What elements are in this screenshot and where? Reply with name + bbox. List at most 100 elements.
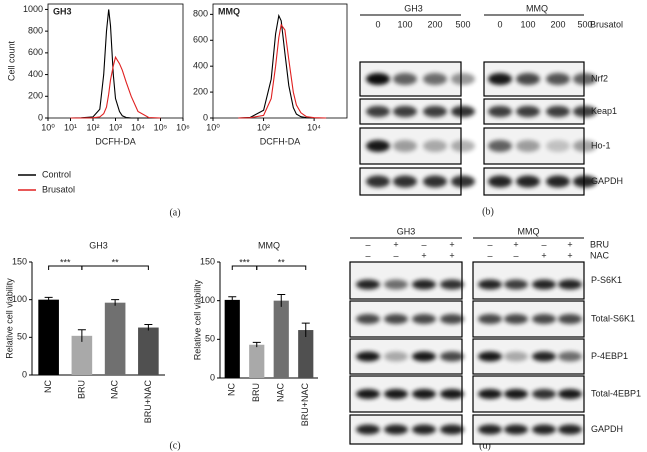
y-tick-label: 100 — [12, 294, 27, 304]
blot-band — [546, 140, 570, 152]
blot-band — [558, 389, 582, 399]
bar — [138, 327, 159, 375]
legend-label: Brusatol — [42, 184, 75, 194]
y-tick-label: 150 — [200, 256, 215, 266]
dose-label: 500 — [455, 19, 470, 29]
blot-band — [451, 73, 475, 85]
y-tick-label: 50 — [205, 334, 215, 344]
blot-band — [451, 105, 475, 118]
treatment-label: NAC — [590, 250, 610, 260]
dose-label: 0 — [375, 19, 380, 29]
x-tick-label: BRU — [251, 383, 261, 402]
x-axis-label: DCFH-DA — [95, 136, 136, 146]
blot-band — [573, 140, 597, 152]
treatment-sign: + — [567, 239, 572, 249]
error-bar — [77, 329, 86, 342]
y-tick-label: 100 — [200, 295, 215, 305]
blot-band — [516, 175, 540, 188]
significance-bracket — [256, 265, 307, 270]
treatment-sign: – — [421, 239, 426, 249]
blot-band — [532, 314, 556, 324]
blot-band — [558, 314, 582, 324]
histogram-line — [238, 23, 327, 119]
blot-band — [366, 73, 390, 85]
y-tick-label: 800 — [193, 9, 208, 19]
blot-band — [366, 140, 390, 152]
blot-band — [393, 105, 417, 118]
blot-band — [478, 351, 502, 362]
blot-band — [393, 73, 417, 85]
row-label: Nrf2 — [591, 73, 608, 83]
blot-band — [516, 73, 540, 85]
y-tick-label: 800 — [28, 26, 43, 36]
blot-band — [504, 279, 528, 290]
blot-band — [423, 175, 447, 188]
blot-band — [546, 105, 570, 118]
blot-band — [532, 351, 556, 362]
y-tick-label: 400 — [193, 61, 208, 71]
treatment-sign: – — [365, 239, 370, 249]
blot-band — [478, 389, 502, 399]
blot-band — [558, 351, 582, 362]
treatment-sign: + — [421, 250, 426, 260]
panel-label: (c) — [169, 440, 180, 451]
y-tick-label: 400 — [28, 69, 43, 79]
blot-band — [558, 279, 582, 290]
y-tick-label: 0 — [210, 372, 215, 382]
x-tick-label: BRU — [76, 380, 86, 399]
row-label: Ho-1 — [591, 140, 611, 150]
blot-band — [504, 389, 528, 399]
treatment-label: Brusatol — [590, 19, 623, 29]
blot-band — [384, 314, 408, 324]
panel-label: (a) — [169, 207, 180, 218]
error-bar — [228, 296, 237, 303]
blot-band — [440, 424, 464, 435]
x-tick-label: 10⁰ — [206, 122, 220, 132]
blot-band — [440, 279, 464, 290]
blot-band — [532, 424, 556, 435]
y-axis-label: Relative cell viability — [192, 279, 202, 360]
treatment-sign: + — [449, 239, 454, 249]
error-bar — [301, 322, 310, 338]
blot-band — [488, 73, 512, 85]
blot-band — [423, 140, 447, 152]
significance-label: ** — [278, 257, 286, 267]
chart-title: GH3 — [53, 6, 72, 16]
bar — [298, 330, 314, 378]
blot-band — [573, 175, 597, 188]
blot-band — [532, 279, 556, 290]
group-label: GH3 — [404, 3, 423, 13]
blot-band — [412, 314, 436, 324]
blot-band — [384, 389, 408, 399]
chart-title: MMQ — [258, 240, 280, 250]
y-axis-label: Cell count — [6, 40, 16, 81]
plot-frame — [47, 3, 184, 119]
x-tick-label: 10³ — [109, 122, 122, 132]
blot-band — [366, 105, 390, 118]
blot-band — [440, 314, 464, 324]
bar — [104, 302, 126, 375]
blot-band — [412, 389, 436, 399]
dose-label: 100 — [397, 19, 412, 29]
row-label: GAPDH — [591, 424, 623, 434]
y-tick-label: 1000 — [23, 4, 43, 14]
x-tick-label: BRU+NAC — [143, 380, 153, 424]
y-axis-label: Relative cell viability — [4, 278, 14, 359]
bar — [224, 299, 240, 378]
treatment-sign: + — [541, 250, 546, 260]
bar — [249, 344, 265, 378]
chart-title: GH3 — [89, 240, 108, 250]
x-tick-label: NAC — [276, 383, 286, 403]
significance-label: ** — [112, 257, 120, 267]
y-tick-label: 600 — [28, 47, 43, 57]
significance-bracket — [81, 265, 149, 270]
blot-band — [393, 175, 417, 188]
treatment-sign: + — [513, 239, 518, 249]
significance-label: *** — [60, 257, 71, 267]
treatment-sign: + — [393, 239, 398, 249]
error-bar — [44, 296, 53, 302]
treatment-label: BRU — [590, 239, 609, 249]
blot-band — [516, 105, 540, 118]
blot-band — [384, 279, 408, 290]
y-tick-label: 0 — [22, 369, 27, 379]
